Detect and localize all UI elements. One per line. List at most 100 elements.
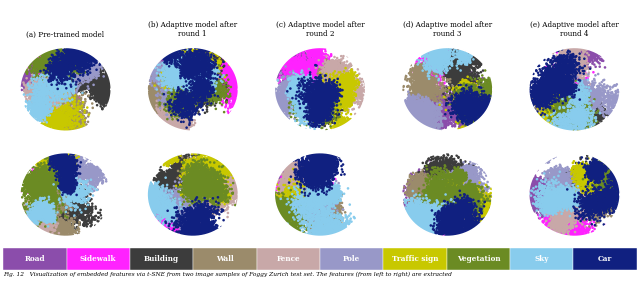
Point xyxy=(318,206,328,211)
Point xyxy=(288,174,298,179)
Point xyxy=(58,97,68,101)
Point xyxy=(343,77,353,82)
Point xyxy=(565,119,575,124)
Point xyxy=(207,63,218,67)
Point xyxy=(415,116,426,120)
Point xyxy=(300,207,310,212)
Point xyxy=(168,112,179,117)
Point xyxy=(300,83,310,88)
Point xyxy=(202,109,212,114)
Point xyxy=(182,84,193,89)
Point xyxy=(283,218,293,223)
Point xyxy=(459,83,469,88)
Point xyxy=(298,79,308,84)
Point xyxy=(307,105,317,110)
Point xyxy=(412,207,422,212)
Point xyxy=(177,208,188,213)
Point xyxy=(275,199,285,204)
Point xyxy=(288,212,298,217)
Point xyxy=(308,78,319,83)
Point xyxy=(302,75,312,80)
Point xyxy=(68,110,78,115)
Point xyxy=(301,191,312,196)
Point xyxy=(551,108,561,113)
Point xyxy=(83,69,93,73)
Point xyxy=(38,207,49,212)
Point xyxy=(170,110,180,114)
Point xyxy=(469,60,479,65)
Point xyxy=(175,206,185,211)
Point xyxy=(205,180,215,185)
Point xyxy=(290,211,300,216)
Point xyxy=(296,202,306,207)
Point xyxy=(200,66,210,71)
Point xyxy=(291,192,301,197)
Point xyxy=(185,169,195,174)
Point xyxy=(180,77,190,82)
Point xyxy=(308,97,319,102)
Point xyxy=(172,69,182,73)
Point xyxy=(470,213,480,218)
Point xyxy=(322,87,332,92)
Point xyxy=(315,178,325,183)
Point xyxy=(177,215,187,220)
Point xyxy=(301,90,311,95)
Point xyxy=(301,199,311,204)
Point xyxy=(55,228,65,233)
Point xyxy=(47,198,57,203)
Point xyxy=(426,214,436,219)
Point xyxy=(298,89,308,94)
Point xyxy=(61,181,72,185)
Point xyxy=(546,203,556,208)
Point xyxy=(64,93,74,98)
Point xyxy=(189,53,199,57)
Point xyxy=(414,190,424,194)
Point xyxy=(458,77,468,82)
Point xyxy=(536,179,547,184)
Point xyxy=(309,59,319,64)
Point xyxy=(186,99,196,104)
Point xyxy=(189,63,200,68)
Point xyxy=(432,208,442,213)
Point xyxy=(189,166,200,171)
Point xyxy=(412,209,422,214)
Point xyxy=(40,83,50,88)
Point xyxy=(433,55,443,59)
Point xyxy=(444,204,454,209)
Point xyxy=(608,177,618,182)
Point xyxy=(296,185,306,190)
Point xyxy=(559,228,569,233)
Point xyxy=(306,177,316,182)
Point xyxy=(312,222,323,226)
Point xyxy=(52,156,63,161)
Point xyxy=(568,114,579,119)
Point xyxy=(282,205,292,210)
Point xyxy=(60,156,70,161)
Point xyxy=(573,198,583,202)
Point xyxy=(428,173,438,178)
Point xyxy=(456,56,466,61)
Point xyxy=(312,106,322,111)
Point xyxy=(285,183,296,188)
Point xyxy=(436,162,447,167)
Point xyxy=(317,74,328,79)
Point xyxy=(170,225,180,230)
Point xyxy=(538,91,548,96)
Point xyxy=(40,213,51,218)
Point xyxy=(198,185,208,190)
Point xyxy=(307,85,317,90)
Point xyxy=(150,194,161,199)
Point xyxy=(279,202,289,207)
Point xyxy=(284,165,294,169)
Point xyxy=(447,97,458,102)
Point xyxy=(599,202,609,207)
Point xyxy=(198,202,209,207)
Point xyxy=(466,106,476,111)
Point xyxy=(48,216,58,221)
Point xyxy=(458,187,468,192)
Point xyxy=(600,191,610,196)
Point xyxy=(189,183,200,188)
Point xyxy=(456,111,467,116)
Point xyxy=(279,212,289,217)
Point xyxy=(305,197,315,201)
